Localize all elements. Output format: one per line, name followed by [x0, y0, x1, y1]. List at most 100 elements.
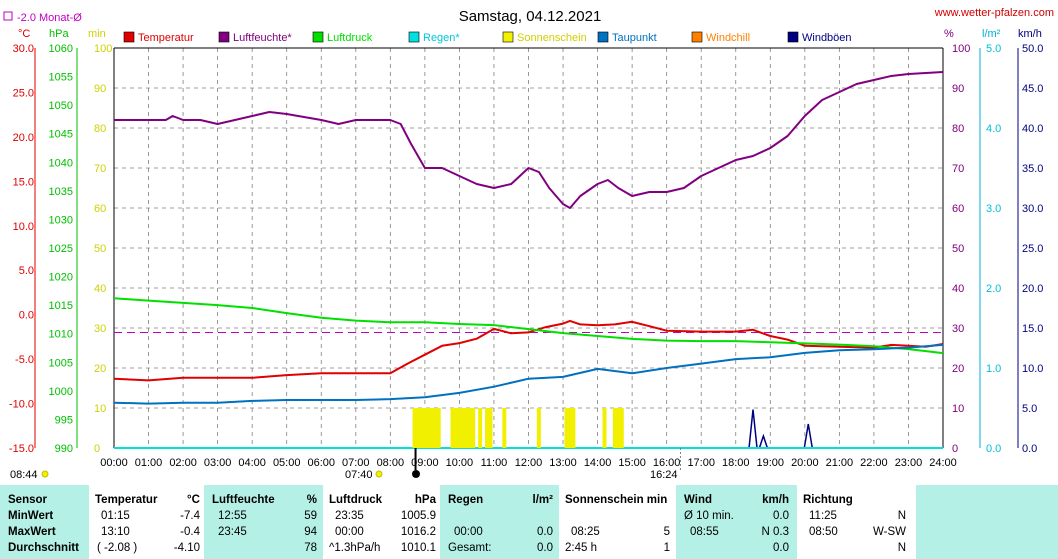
tick-label-minutes: 90	[94, 83, 106, 95]
legend-label: Temperatur	[138, 32, 194, 44]
temperature-line	[113, 319, 944, 382]
temp-min-time: 01:15	[101, 510, 130, 522]
tick-label-minutes: 100	[94, 43, 112, 55]
sunshine-bar	[602, 408, 607, 448]
temp-avg-val: -4.10	[173, 542, 200, 554]
tick-label-rain: 1.0	[986, 363, 1001, 375]
unit-wind: km/h	[1018, 28, 1042, 40]
tick-label-pressure: 1035	[49, 186, 73, 198]
rain-total-val: 0.0	[537, 542, 553, 554]
tick-label-time: 16:00	[653, 457, 681, 469]
sunshine-bar	[422, 408, 427, 448]
sunshine-bar	[450, 408, 455, 448]
temp-max-time: 13:10	[101, 526, 130, 538]
row-label-max: MaxWert	[8, 526, 56, 538]
site-link[interactable]: www.wetter-pfalzen.com	[934, 7, 1054, 19]
weather-chart: Samstag, 04.12.2021 www.wetter-pfalzen.c…	[0, 0, 1058, 485]
tick-label-temp: -15.0	[9, 443, 34, 455]
stats-table: Sensor MinWert MaxWert Durchschnitt Temp…	[0, 485, 1058, 559]
sunshine-bar	[571, 408, 576, 448]
legend-label: Sonnenschein	[517, 32, 587, 44]
stats-col-humidity: Luftfeuchte % 12:55 59 23:45 94 78	[206, 485, 321, 559]
unit-percent: %	[944, 28, 954, 40]
sunshine-bar	[502, 408, 507, 448]
tick-label-time: 08:00	[377, 457, 405, 469]
press-min-time: 23:35	[335, 510, 364, 522]
hum-max-val: 94	[304, 526, 317, 538]
first-sun-icon	[41, 470, 49, 478]
sunset-time: 16:24	[650, 469, 678, 481]
tick-label-wind: 45.0	[1022, 83, 1043, 95]
sun-max-time: 08:25	[571, 526, 600, 538]
tick-label-time: 24:00	[929, 457, 957, 469]
temp-max-val: -0.4	[180, 526, 200, 538]
temp-min-val: -7.4	[180, 510, 200, 522]
gust-spike	[748, 409, 758, 449]
axis-rain: 5.0 4.0 3.0 2.0 1.0 0.0	[986, 43, 1001, 455]
sunshine-bar	[453, 408, 458, 448]
tick-label-wind: 40.0	[1022, 123, 1043, 135]
sunshine-bar	[567, 408, 572, 448]
tick-label-rain: 5.0	[986, 43, 1001, 55]
tick-label-temp: -10.0	[9, 399, 34, 411]
hdr-rain: Regen	[448, 494, 484, 506]
rain-max-val: 0.0	[537, 526, 553, 538]
tick-label-time: 12:00	[515, 457, 543, 469]
hdr-direction: Richtung	[803, 494, 853, 506]
tick-label-wind: 5.0	[1022, 403, 1037, 415]
tick-label-pressure: 1005	[49, 357, 73, 369]
chart-title: Samstag, 04.12.2021	[459, 8, 602, 25]
row-label-avg: Durchschnitt	[8, 542, 79, 554]
hdr-rain-unit: l/m²	[532, 494, 553, 506]
tick-label-time: 10:00	[446, 457, 474, 469]
sunshine-bar	[536, 408, 541, 448]
legend-label: Luftfeuchte*	[233, 32, 292, 44]
tick-label-wind: 20.0	[1022, 283, 1043, 295]
tick-label-temp: 25.0	[13, 87, 34, 99]
axis-temperature: 30.0 25.0 20.0 15.0 10.0 5.0 0.0 -5.0 -10.0 -15.0	[9, 43, 34, 455]
tick-label-percent: 30	[952, 323, 964, 335]
sun-total: 2:45 h	[565, 542, 597, 554]
tick-label-percent: 60	[952, 203, 964, 215]
legend-label: Regen*	[423, 32, 460, 44]
tick-label-time: 07:00	[342, 457, 370, 469]
tick-label-temp: 10.0	[13, 221, 34, 233]
sunshine-bar	[415, 408, 420, 448]
sunshine-bar	[436, 408, 441, 448]
gust-spike	[803, 423, 814, 449]
dir-min-time: 11:25	[809, 510, 837, 522]
unit-minutes: min	[88, 28, 106, 40]
tick-label-time: 17:00	[687, 457, 715, 469]
unit-temp: °C	[18, 28, 30, 40]
legend-swatch	[123, 31, 135, 43]
stats-col-wind: Wind km/h Ø 10 min. 0.0 08:55 N 0.3 0.0	[678, 485, 795, 559]
wind-max-val: N 0.3	[761, 526, 790, 538]
temp-avg-month: ( -2.08 )	[97, 542, 138, 554]
dir-max-val: W-SW	[872, 526, 906, 538]
noon-marker-icon	[412, 470, 420, 478]
tick-label-rain: 2.0	[986, 283, 1001, 295]
dir-avg-val: N	[897, 542, 906, 554]
sunshine-bar	[488, 408, 493, 448]
hdr-wind: Wind	[684, 494, 712, 506]
hdr-temp-unit: °C	[187, 494, 200, 506]
dir-max-time: 08:50	[809, 526, 838, 538]
stats-col-temp: Temperatur °C 01:15 -7.4 13:10 -0.4 ( -2…	[89, 485, 204, 559]
tick-label-time: 13:00	[549, 457, 577, 469]
tick-label-time: 22:00	[860, 457, 888, 469]
sunrise-time: 07:40	[345, 469, 373, 481]
hum-avg-val: 78	[304, 542, 317, 554]
sunshine-bar	[471, 408, 476, 448]
press-max-time: 00:00	[335, 526, 364, 538]
sunshine-bar	[457, 408, 462, 448]
chart-background	[0, 0, 1058, 485]
hdr-pressure: Luftdruck	[329, 494, 383, 506]
legend-label: Luftdruck	[327, 32, 373, 44]
legend-swatch	[502, 31, 514, 43]
tick-label-pressure: 995	[55, 414, 73, 426]
tick-label-percent: 40	[952, 283, 964, 295]
tick-label-time: 00:00	[100, 457, 128, 469]
tick-label-time: 14:00	[584, 457, 612, 469]
hdr-wind-unit: km/h	[762, 494, 789, 506]
